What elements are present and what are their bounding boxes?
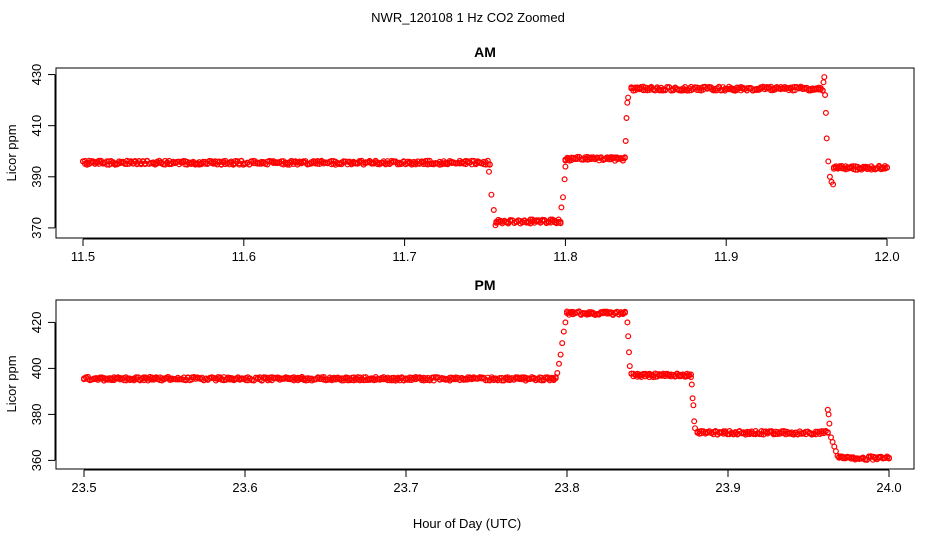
am-data-point [492, 222, 499, 229]
am-plot-frame [55, 67, 915, 239]
am-data-point [826, 173, 833, 180]
am-data-point [490, 207, 497, 214]
am-markers [79, 74, 890, 229]
am-data-point [883, 164, 890, 171]
pm-y-tick-label: 380 [29, 404, 44, 426]
pm-panel: PM 23.5 23.6 23.7 23.8 23.9 24.0 360 380 400 420… [4, 277, 915, 495]
am-y-tick-label: 370 [29, 217, 44, 239]
pm-x-tick-label: 23.6 [232, 480, 257, 495]
x-axis-label: Hour of Day (UTC) [413, 516, 521, 531]
pm-x-axis: 23.5 23.6 23.7 23.8 23.9 24.0 [71, 469, 902, 495]
pm-data-point [625, 333, 632, 340]
am-data-point [557, 218, 564, 225]
pm-x-tick-label: 24.0 [876, 480, 901, 495]
pm-data-point [625, 349, 632, 356]
pm-x-tick-label: 23.5 [71, 480, 96, 495]
pm-y-tick-label: 400 [29, 358, 44, 380]
pm-y-tick-label: 420 [29, 312, 44, 334]
pm-data-point [856, 455, 863, 462]
am-data-point [562, 163, 569, 170]
am-data-point [823, 135, 830, 142]
am-y-axis: 370 390 410 430 [29, 64, 56, 239]
am-x-tick-label: 12.0 [874, 249, 899, 264]
am-y-tick-label: 390 [29, 166, 44, 188]
am-data-point [821, 74, 828, 81]
pm-data-point [624, 319, 631, 326]
pm-data-point [555, 360, 562, 367]
am-data-point [488, 191, 495, 198]
am-panel: AM 11.5 11.6 11.7 11.8 11.9 12.0 370 390 410 430… [4, 44, 915, 264]
am-data-point [486, 161, 493, 168]
pm-data-point [687, 371, 694, 378]
am-data-point [825, 158, 832, 165]
am-data-point [820, 79, 827, 86]
pm-data-point [559, 340, 566, 347]
figure-title: NWR_120108 1 Hz CO2 Zoomed [371, 10, 565, 25]
pm-data-point [560, 328, 567, 335]
am-data-point [559, 194, 566, 201]
pm-data-point [557, 351, 564, 358]
am-data-point [340, 158, 347, 165]
pm-data-point [621, 309, 628, 316]
am-data-point [624, 99, 631, 106]
pm-data-point [689, 395, 696, 402]
am-data-point [819, 87, 826, 94]
am-x-tick-label: 11.5 [71, 249, 95, 264]
pm-data-point [826, 420, 833, 427]
am-data-point [622, 138, 629, 145]
pm-data-point [885, 454, 892, 461]
am-data-point [486, 168, 493, 175]
pm-panel-title: PM [475, 277, 496, 293]
am-y-tick-label: 430 [29, 64, 44, 86]
pm-x-tick-label: 23.8 [554, 480, 579, 495]
pm-x-tick-label: 23.7 [393, 480, 418, 495]
pm-data-point [834, 452, 841, 459]
pm-data-point [687, 374, 694, 381]
am-data-point [822, 109, 829, 116]
am-x-tick-label: 11.6 [232, 249, 256, 264]
pm-data-point [626, 363, 633, 370]
pm-data-point [690, 402, 697, 409]
pm-data-point [691, 418, 698, 425]
pm-data-point [824, 429, 831, 436]
pm-data-point [688, 381, 695, 388]
am-data-point [623, 114, 630, 121]
am-y-axis-label: Licor ppm [4, 124, 19, 181]
pm-y-axis-label: Licor ppm [4, 355, 19, 412]
am-data-point [558, 204, 565, 211]
pm-data-point [691, 425, 698, 432]
am-data-point [561, 176, 568, 183]
pm-y-axis: 360 380 400 420 [29, 312, 56, 472]
am-x-tick-label: 11.9 [714, 249, 738, 264]
am-data-point [822, 91, 829, 98]
am-x-axis: 11.5 11.6 11.7 11.8 11.9 12.0 [71, 238, 900, 264]
am-data-point [625, 94, 632, 101]
pm-plot-frame [55, 299, 915, 470]
am-y-tick-label: 410 [29, 115, 44, 137]
pm-y-tick-label: 360 [29, 450, 44, 472]
pm-data-point [554, 370, 561, 377]
am-panel-title: AM [474, 44, 496, 60]
pm-data-point [562, 319, 569, 326]
pm-data-point [825, 411, 832, 418]
pm-markers [80, 308, 892, 463]
pm-x-tick-label: 23.9 [715, 480, 740, 495]
am-x-tick-label: 11.7 [392, 249, 416, 264]
am-x-tick-label: 11.8 [553, 249, 577, 264]
am-data-point [830, 181, 837, 188]
pm-data-point [824, 406, 831, 413]
am-data-point [621, 154, 628, 161]
